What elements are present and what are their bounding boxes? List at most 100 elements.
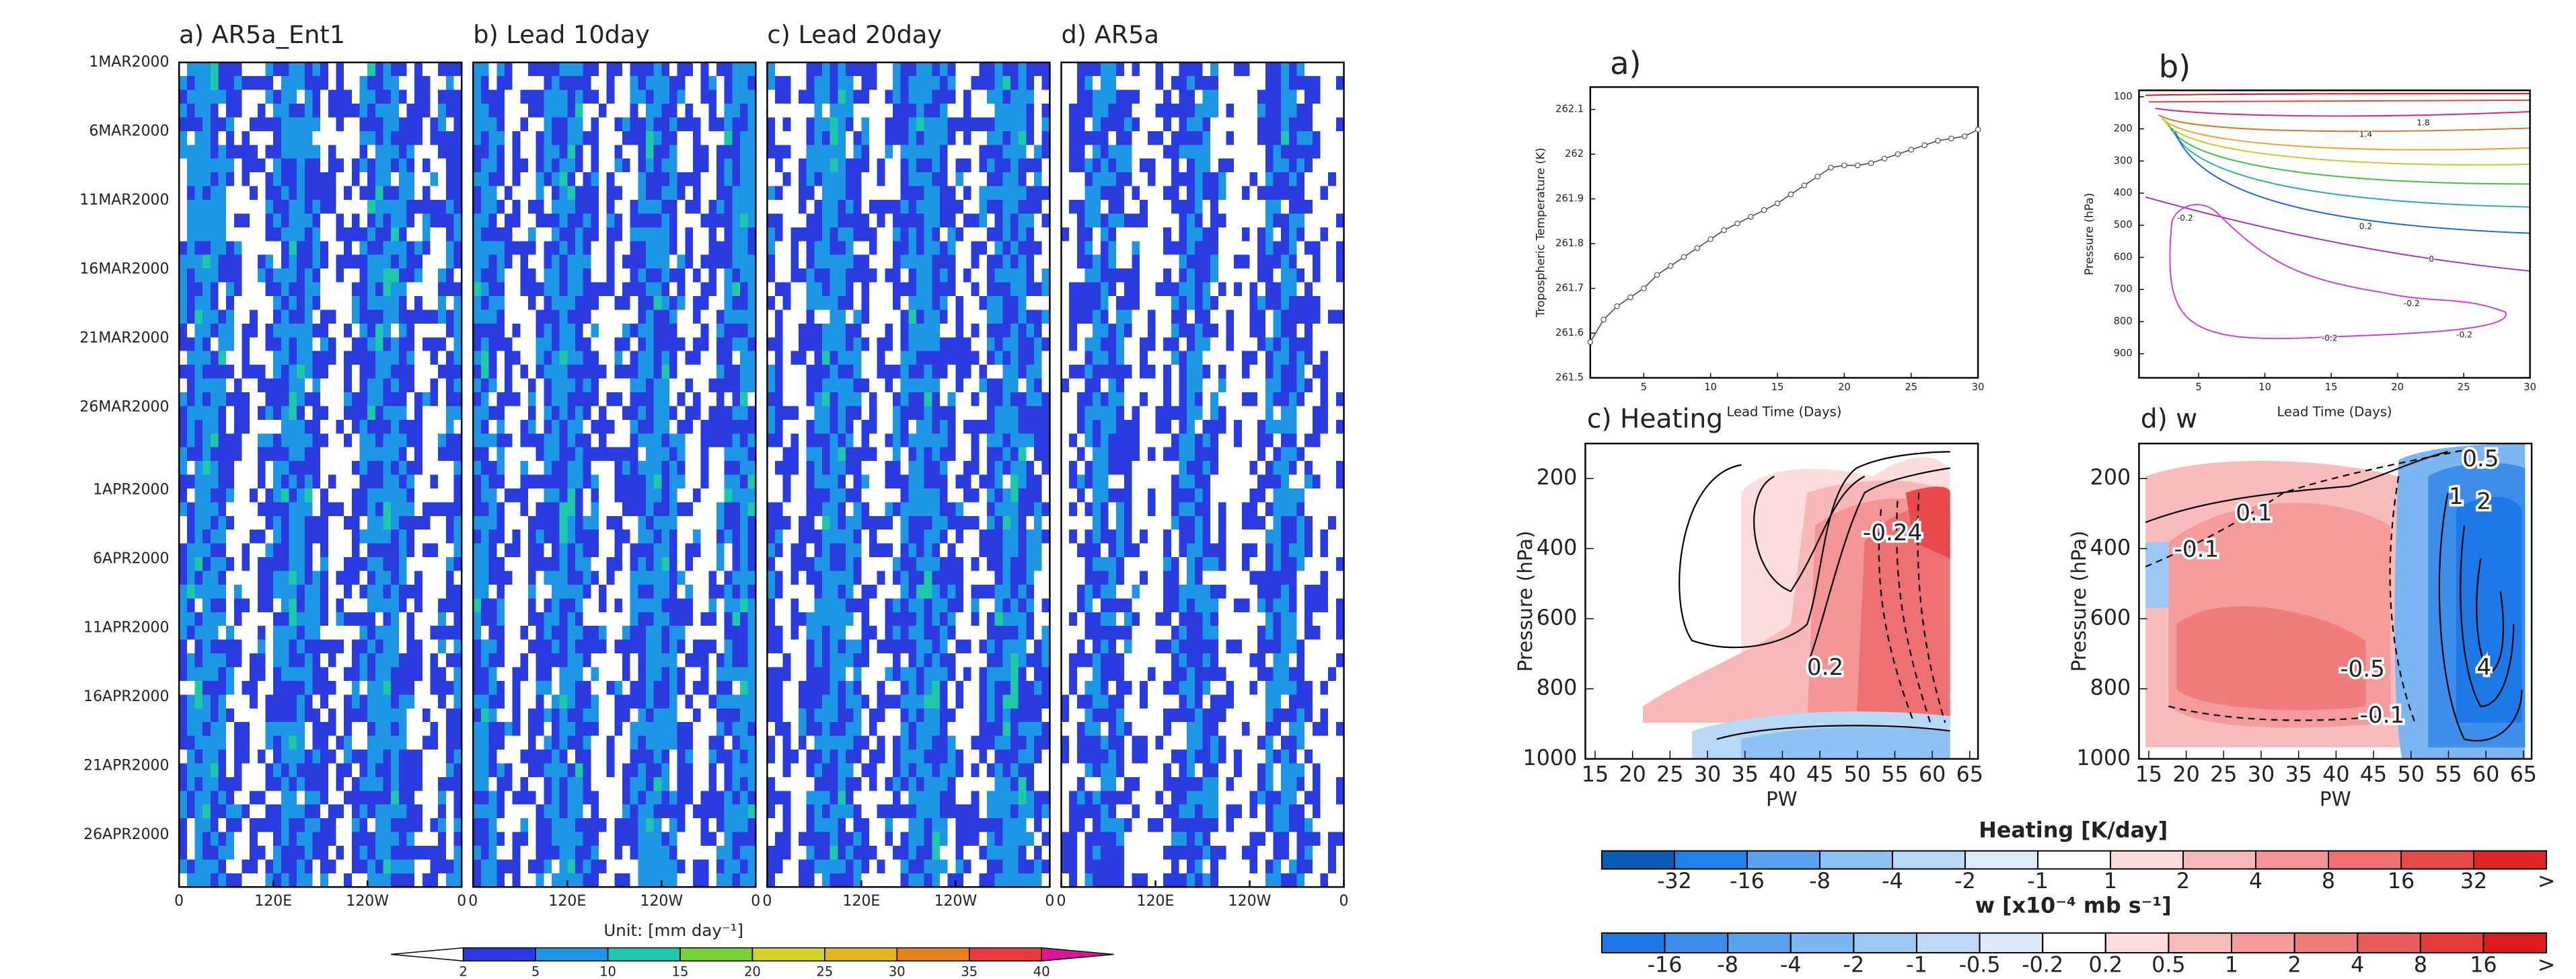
field-cell — [203, 709, 211, 723]
field-cell — [375, 832, 384, 846]
field-cell — [414, 777, 423, 791]
field-cell — [187, 351, 196, 365]
field-cell — [814, 310, 823, 324]
field-cell — [520, 420, 529, 434]
field-cell — [693, 585, 702, 599]
field-cell — [908, 172, 917, 186]
field-cell — [375, 268, 384, 283]
field-cell — [528, 172, 537, 186]
field-cell — [646, 117, 655, 131]
field-cell — [320, 447, 329, 462]
field-cell — [591, 131, 599, 145]
field-cell — [544, 818, 552, 832]
field-cell — [305, 502, 314, 516]
field-cell — [375, 763, 384, 777]
field-cell — [211, 571, 219, 585]
field-cell — [187, 324, 196, 338]
field-cell — [352, 76, 361, 90]
field-cell — [708, 63, 717, 77]
field-cell — [693, 131, 702, 145]
field-cell — [496, 516, 505, 530]
field-cell — [544, 585, 552, 599]
field-cell — [179, 750, 188, 764]
field-cell — [685, 241, 694, 255]
field-cell — [473, 598, 482, 612]
field-cell — [979, 268, 988, 283]
field-cell — [297, 475, 305, 489]
field-cell — [630, 145, 639, 159]
field-cell — [195, 200, 204, 214]
field-cell — [505, 736, 513, 750]
field-cell — [838, 213, 846, 227]
field-cell — [716, 516, 725, 530]
field-cell — [677, 406, 686, 420]
field-cell — [505, 159, 513, 173]
field-cell — [732, 337, 741, 351]
field-cell — [567, 557, 576, 571]
field-cell — [701, 310, 710, 324]
field-cell — [669, 750, 678, 764]
field-cell — [242, 571, 251, 585]
field-cell — [560, 859, 568, 873]
field-cell — [732, 145, 741, 159]
field-cell — [407, 227, 416, 242]
field-cell — [407, 585, 416, 599]
field-cell — [481, 530, 490, 544]
field-cell — [258, 598, 266, 612]
field-cell — [661, 571, 670, 585]
field-cell — [971, 213, 980, 227]
field-cell — [258, 832, 266, 846]
field-cell — [489, 296, 498, 310]
field-cell — [838, 283, 846, 297]
field-cell — [807, 296, 815, 310]
field-cell — [273, 736, 282, 750]
field-cell — [775, 117, 784, 131]
field-cell — [661, 598, 670, 612]
field-cell — [226, 626, 235, 640]
field-cell — [630, 736, 639, 750]
field-cell — [513, 117, 521, 131]
field-cell — [591, 461, 599, 475]
field-cell — [336, 873, 345, 887]
field-cell — [520, 530, 529, 544]
field-cell — [266, 750, 274, 764]
field-cell — [708, 255, 717, 269]
field-cell — [391, 612, 400, 626]
field-cell — [481, 777, 490, 791]
field-cell — [313, 420, 322, 434]
field-cell — [552, 681, 560, 695]
field-cell — [344, 832, 353, 846]
field-cell — [234, 530, 243, 544]
field-cell — [783, 268, 792, 283]
field-cell — [822, 200, 831, 214]
field-cell — [289, 131, 298, 145]
field-cell — [740, 530, 749, 544]
field-cell — [607, 475, 616, 489]
field-cell — [328, 145, 337, 159]
field-cell — [1019, 131, 1027, 145]
field-cell — [725, 90, 733, 104]
field-cell — [313, 310, 322, 324]
field-cell — [352, 268, 361, 283]
field-cell — [297, 461, 305, 475]
field-cell — [622, 475, 631, 489]
field-cell — [963, 63, 972, 77]
field-cell — [901, 117, 910, 131]
field-cell — [179, 200, 188, 214]
field-cell — [646, 296, 655, 310]
field-cell — [187, 461, 196, 475]
field-cell — [179, 296, 188, 310]
field-cell — [916, 227, 925, 242]
field-cell — [560, 736, 568, 750]
field-cell — [630, 640, 639, 654]
field-cell — [654, 213, 663, 227]
field-cell — [383, 805, 392, 819]
field-cell — [446, 612, 455, 626]
field-cell — [701, 612, 710, 626]
field-cell — [320, 351, 329, 365]
field-cell — [250, 186, 258, 201]
field-cell — [599, 763, 608, 777]
field-cell — [614, 544, 623, 558]
field-cell — [289, 145, 298, 159]
field-cell — [669, 241, 678, 255]
